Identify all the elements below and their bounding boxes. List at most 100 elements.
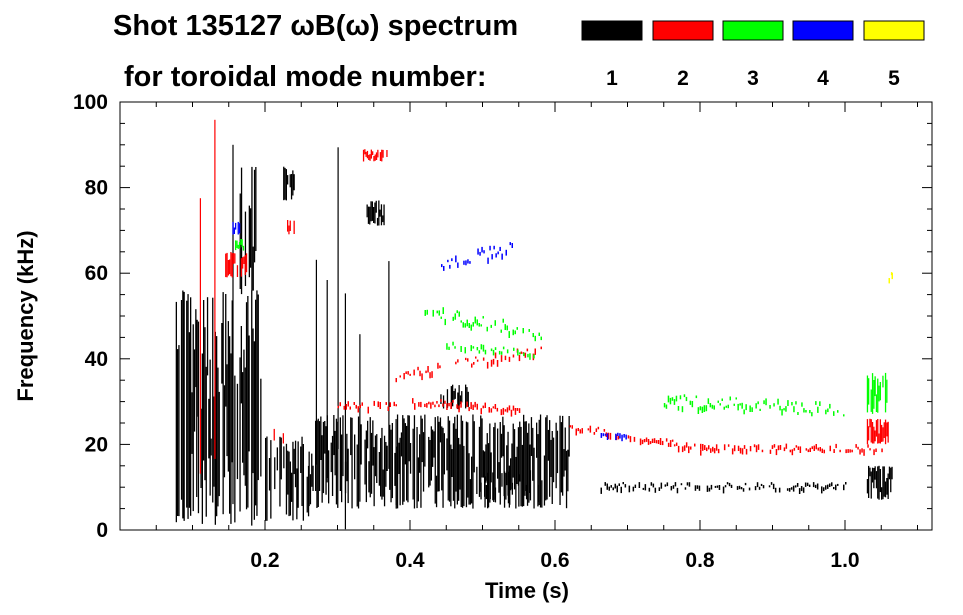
spectral-mark <box>879 419 881 444</box>
spectral-mark <box>205 366 207 517</box>
spectral-mark <box>318 421 321 491</box>
spectral-mark <box>419 370 421 377</box>
spectral-mark <box>476 466 478 494</box>
spectral-mark <box>482 316 484 319</box>
spectral-mark <box>886 379 888 403</box>
spectral-mark <box>556 430 559 474</box>
spectral-mark <box>378 452 380 486</box>
spectral-mark <box>290 174 293 200</box>
spectral-mark <box>538 419 540 506</box>
spectral-mark <box>882 466 884 500</box>
spectral-mark <box>460 320 462 323</box>
spectral-mark <box>512 405 515 411</box>
spectral-mark <box>789 449 792 453</box>
spectral-mark <box>673 444 676 447</box>
spectral-mark <box>321 435 323 503</box>
spectral-mark <box>471 456 473 504</box>
spectral-mark <box>518 408 521 413</box>
spectral-mark <box>811 446 813 450</box>
spectral-mark <box>482 450 484 478</box>
spectral-mark <box>426 309 428 315</box>
spectral-mark <box>285 169 287 201</box>
spectral-mark <box>420 415 422 508</box>
spectral-mark <box>479 251 481 256</box>
spectral-mark <box>183 291 185 521</box>
spectral-mark <box>723 444 726 451</box>
spectral-mark <box>455 255 457 263</box>
spectral-mark <box>240 326 242 404</box>
spectral-mark <box>823 487 825 492</box>
spectral-mark <box>489 245 491 251</box>
spectral-mark <box>223 385 226 478</box>
spectral-mark <box>875 394 878 412</box>
spectral-mark <box>235 240 237 251</box>
spectral-mark <box>370 432 373 494</box>
spectral-mark <box>390 429 392 503</box>
spectral-mark <box>508 356 511 362</box>
series-n-5 <box>888 272 893 284</box>
spectral-mark <box>781 408 783 416</box>
spectral-mark <box>443 266 445 271</box>
spectral-mark <box>260 378 262 477</box>
spectral-mark <box>389 424 391 490</box>
spectral-mark <box>743 409 745 415</box>
spectral-mark <box>283 446 285 469</box>
spectral-mark <box>437 416 439 492</box>
chart-title-line-1: Shot 135127 ωB(ω) spectrum <box>113 10 518 42</box>
spectral-mark <box>458 311 460 317</box>
spectral-mark <box>216 336 218 517</box>
spectral-mark <box>421 418 423 463</box>
spectral-mark <box>512 354 515 358</box>
spectral-mark <box>688 446 690 454</box>
spectral-mark <box>418 402 420 407</box>
spectral-mark <box>196 319 198 417</box>
spectral-mark <box>376 217 379 226</box>
spectral-mark <box>201 353 203 524</box>
spectral-mark <box>676 487 679 494</box>
spectral-mark <box>719 403 721 406</box>
spectral-mark <box>227 321 229 472</box>
spectral-mark <box>653 438 656 443</box>
spectral-mark <box>534 335 536 342</box>
spectral-mark <box>562 415 564 496</box>
spectral-mark <box>748 487 751 491</box>
spectral-mark <box>648 487 651 492</box>
spectral-mark <box>857 446 859 450</box>
spectral-mark <box>861 448 863 453</box>
spectral-mark <box>413 415 416 509</box>
spectral-mark <box>325 426 327 495</box>
x-tick-label: 0.6 <box>540 549 569 572</box>
spectral-mark <box>529 353 531 360</box>
chart-title-line-2: for toroidal mode number: <box>124 61 487 93</box>
spectral-mark <box>473 362 475 365</box>
spectral-mark <box>357 406 359 413</box>
spectral-mark <box>593 432 596 435</box>
spectral-mark <box>492 472 494 501</box>
spectral-mark <box>823 449 825 454</box>
spectral-mark <box>603 429 606 432</box>
spectral-mark <box>367 420 369 449</box>
spectral-mark <box>399 375 401 378</box>
spectral-mark <box>393 401 395 407</box>
spectral-mark <box>808 484 811 487</box>
spectral-mark <box>289 220 291 231</box>
spectral-mark <box>609 432 612 440</box>
spectral-mark <box>866 375 869 413</box>
spectral-mark <box>274 457 276 490</box>
spectral-mark <box>793 447 796 451</box>
spectral-mark <box>294 440 297 488</box>
spectral-mark <box>447 416 449 501</box>
spectral-mark <box>877 378 879 413</box>
spectral-mark <box>432 401 434 405</box>
spectral-mark <box>733 445 736 452</box>
spectral-mark <box>492 349 495 356</box>
spectral-mark <box>792 485 795 492</box>
spectral-mark <box>788 488 791 492</box>
spectral-mark <box>256 290 258 516</box>
spectral-mark <box>379 152 382 161</box>
spectral-mark <box>497 428 499 479</box>
spectral-mark <box>837 483 839 486</box>
spectral-mark <box>480 408 482 415</box>
spectral-mark <box>473 421 475 473</box>
spectral-mark <box>755 445 758 453</box>
